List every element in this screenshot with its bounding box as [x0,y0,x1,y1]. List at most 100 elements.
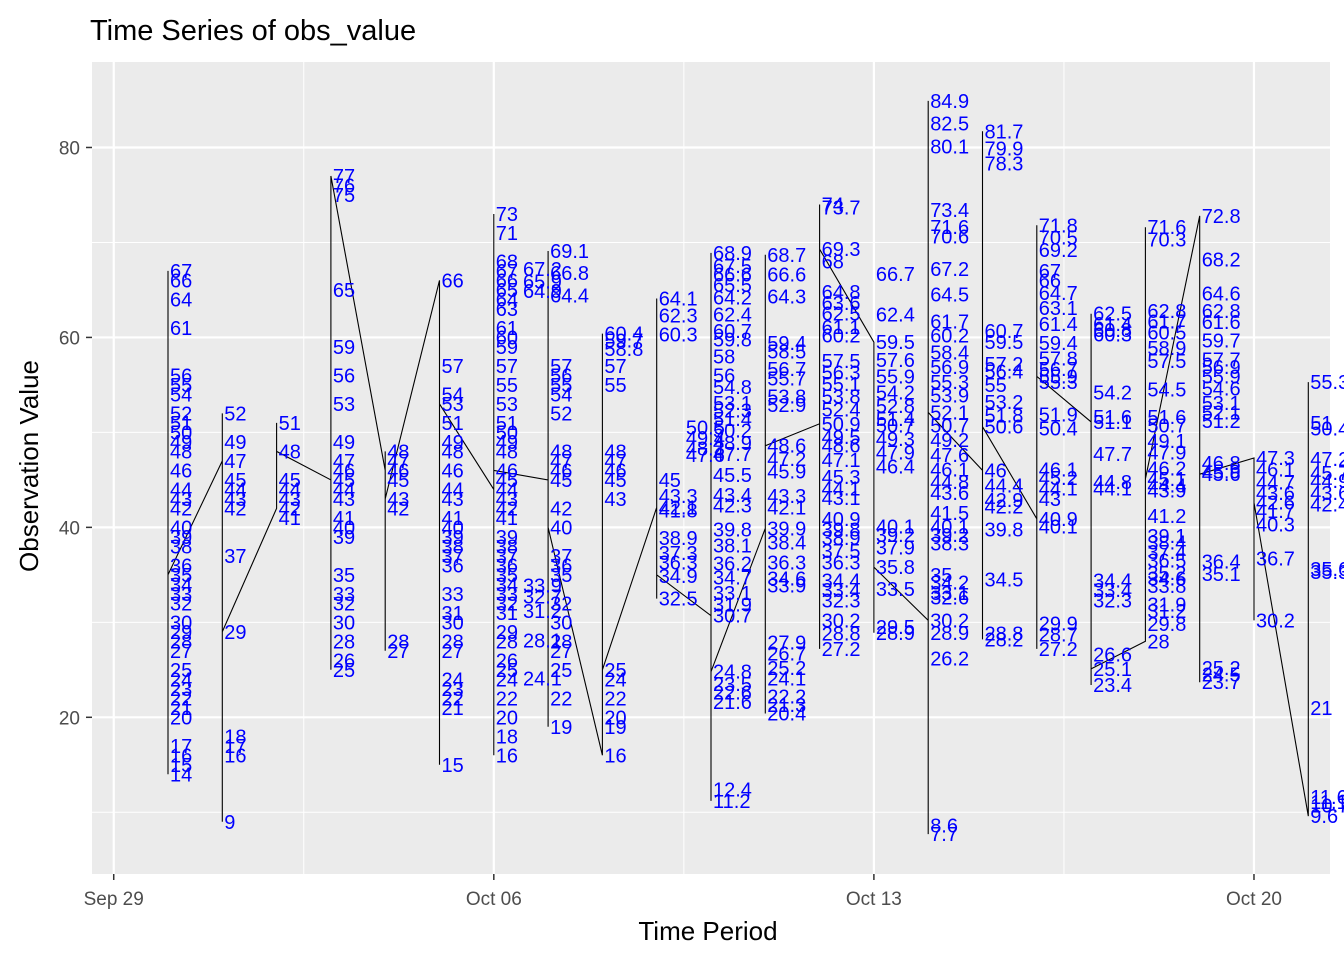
data-label: 32 [333,593,355,615]
data-label: 63 [496,299,518,321]
data-label: 11.6 [1310,787,1344,809]
data-label: 38 [442,536,464,558]
data-label: 46 [170,460,192,482]
data-label: 36.5 [1147,551,1186,573]
data-label: 45.1 [1147,469,1186,491]
data-label: 58.5 [767,342,806,364]
data-label: 34.9 [659,566,698,588]
data-label: 40 [333,517,355,539]
data-label: 55.9 [876,366,915,388]
data-label: 39.8 [822,519,861,541]
data-label: 22 [550,688,572,710]
data-label: 44 [333,479,355,501]
data-label: 56.3 [822,363,861,385]
data-label: 62.8 [1202,301,1241,323]
data-label: 71.6 [930,217,969,239]
data-label: 24.8 [713,662,752,684]
data-label: 62.8 [1147,301,1186,323]
data-label: 55.1 [822,374,861,396]
data-label: 62.5 [1093,304,1132,326]
data-label: 52.3 [713,401,752,423]
data-label: 71.8 [1039,215,1078,237]
data-label: 9 [224,812,235,834]
data-label: 30 [333,612,355,634]
data-label: 48 [496,441,518,463]
data-label: 37.4 [1147,542,1186,564]
data-label: 56.4 [985,362,1024,384]
data-label: 55.7 [767,368,806,390]
data-label: 28.1 [523,630,562,652]
data-label: 27 [387,641,409,663]
data-label: 53.9 [930,385,969,407]
data-label: 42.1 [767,497,806,519]
data-label: 52.4 [822,400,861,422]
data-label: 43 [170,489,192,511]
data-label: 60.2 [822,326,861,348]
data-label: 55.9 [1202,366,1241,388]
data-label: 72.8 [1202,206,1241,228]
data-label: 59.4 [767,333,806,355]
data-label: 66.8 [550,263,589,285]
data-label: 35.2 [1147,563,1186,585]
data-label: 32 [170,593,192,615]
data-label: 30 [170,612,192,634]
data-label: 43 [224,489,246,511]
y-axis: 20 40 60 80 [59,138,92,729]
data-label: 60.7 [713,321,752,343]
data-label: 42.9 [985,490,1024,512]
data-label: 42.6 [1256,493,1295,515]
data-label: 47.7 [713,444,752,466]
data-label: 23.5 [713,674,752,696]
data-label: 62.3 [659,306,698,328]
data-label: 61.4 [1093,314,1132,336]
data-label: 11.2 [713,791,750,813]
data-label: 48 [170,441,192,463]
data-label: 84.9 [930,91,969,113]
data-label: 38 [496,536,518,558]
data-label: 51.2 [1202,411,1241,433]
data-label: 47.1 [822,450,861,472]
data-label: 50.5 [686,418,725,440]
data-label: 51.9 [1039,404,1078,426]
data-label: 12.4 [713,780,752,802]
data-label: 65.9 [523,271,562,293]
data-label: 48 [604,441,626,463]
data-label: 48 [387,441,409,463]
data-label: 44 [279,479,301,501]
data-label: 33 [170,584,192,606]
data-label: 57.8 [1039,348,1078,370]
data-label: 79.9 [985,138,1024,160]
data-label: 42 [279,498,301,520]
data-label: 45.9 [767,461,806,483]
data-label: 49.5 [822,427,861,449]
data-label: 62.4 [876,305,915,327]
data-label: 55.3 [930,372,969,394]
data-label: 64.1 [659,289,698,311]
data-label: 60.7 [985,321,1024,343]
data-label: 43 [279,489,301,511]
data-label: 63.1 [1039,298,1078,320]
data-label: 49 [170,432,192,454]
data-label: 31.9 [713,594,752,616]
data-label: 29.9 [1039,613,1078,635]
data-label: 61.4 [1039,314,1078,336]
data-label: 40.1 [876,516,915,538]
data-label: 52 [224,403,246,425]
data-label: 32.5 [659,589,698,611]
data-label: 51 [496,413,518,435]
data-label: 41.2 [1147,506,1186,528]
data-label: 36 [496,555,518,577]
data-label: 24.5 [1202,665,1241,687]
data-label: 32.3 [1093,591,1132,613]
data-label: 60.3 [659,325,698,347]
data-label: 42.3 [713,496,752,518]
data-label: 39.2 [930,525,969,547]
data-label: 41 [333,508,355,530]
data-label: 67 [496,261,518,283]
data-label: 34.2 [930,572,969,594]
data-label: 43 [333,489,355,511]
data-label: 43.3 [659,486,698,508]
data-label: 50.4 [1039,419,1078,441]
data-label: 32.6 [930,588,969,610]
data-label: 28 [387,631,409,653]
